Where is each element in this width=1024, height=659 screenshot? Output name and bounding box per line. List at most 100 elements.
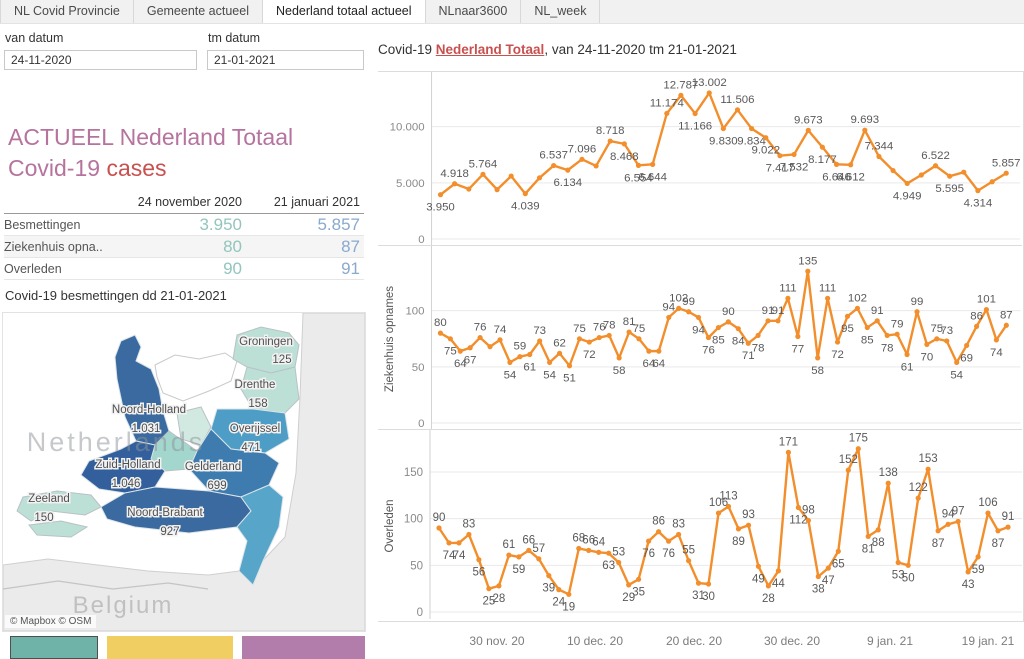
svg-text:75: 75 bbox=[930, 323, 943, 335]
legend-swatch-yellow[interactable] bbox=[107, 636, 233, 659]
svg-text:55: 55 bbox=[682, 545, 695, 557]
svg-text:61: 61 bbox=[523, 361, 536, 373]
svg-text:38: 38 bbox=[812, 584, 825, 596]
col-header-24-november: 24 november 2020 bbox=[137, 194, 242, 209]
svg-text:64: 64 bbox=[652, 358, 665, 370]
svg-text:5.857: 5.857 bbox=[992, 157, 1021, 169]
xtick-20-dec: 20 dec. 20 bbox=[665, 634, 723, 648]
svg-text:7.532: 7.532 bbox=[780, 161, 809, 173]
svg-text:100: 100 bbox=[404, 514, 423, 526]
map-label-noord-brabant: Noord-Brabant bbox=[127, 507, 203, 519]
svg-text:72: 72 bbox=[831, 349, 844, 361]
province-drenthe[interactable] bbox=[240, 366, 300, 414]
svg-text:62: 62 bbox=[553, 337, 566, 349]
map-value-zeeland: 150 bbox=[34, 512, 53, 524]
svg-text:0: 0 bbox=[418, 234, 424, 246]
svg-text:76: 76 bbox=[642, 548, 655, 560]
svg-text:4.918: 4.918 bbox=[440, 168, 469, 180]
xtick-10-dec: 10 dec. 20 bbox=[566, 634, 624, 648]
svg-text:6.644: 6.644 bbox=[638, 171, 667, 183]
svg-text:97: 97 bbox=[952, 506, 965, 518]
province-zeeland-south[interactable] bbox=[28, 520, 89, 538]
tm-datum-input[interactable] bbox=[207, 50, 364, 70]
tab-nl-covid-provincie[interactable]: NL Covid Provincie bbox=[0, 0, 134, 23]
svg-text:64: 64 bbox=[643, 358, 656, 370]
svg-text:78: 78 bbox=[603, 319, 616, 331]
svg-text:68: 68 bbox=[572, 533, 585, 545]
tab-nederland-totaal-actueel[interactable]: Nederland totaal actueel bbox=[263, 0, 426, 23]
summary-title-line1: ACTUEEL Nederland Totaal bbox=[8, 124, 294, 150]
svg-text:8.177: 8.177 bbox=[808, 154, 837, 166]
svg-text:85: 85 bbox=[861, 334, 874, 346]
svg-text:69: 69 bbox=[960, 352, 973, 364]
province-groningen[interactable] bbox=[232, 326, 300, 374]
svg-text:99: 99 bbox=[911, 296, 924, 308]
netherlands-choropleth-map[interactable]: Netherlands Belgium Groningen 125 Drenth… bbox=[3, 313, 365, 631]
legend-swatch-teal[interactable] bbox=[10, 636, 98, 659]
table-row-overleden[interactable]: Overleden 90 91 bbox=[4, 258, 364, 280]
province-zeeland[interactable] bbox=[16, 490, 102, 522]
province-noord-holland[interactable] bbox=[114, 334, 170, 446]
svg-text:79: 79 bbox=[891, 318, 904, 330]
table-row-besmettingen[interactable]: Besmettingen 3.950 5.857 bbox=[4, 214, 364, 236]
svg-text:12.787: 12.787 bbox=[663, 79, 698, 91]
svg-text:10.000: 10.000 bbox=[390, 122, 425, 134]
svg-text:28: 28 bbox=[762, 593, 775, 605]
svg-text:75: 75 bbox=[444, 346, 457, 358]
tab-nlnaar3600[interactable]: NLnaar3600 bbox=[426, 0, 522, 23]
chart-title-link[interactable]: Nederland Totaal bbox=[435, 42, 545, 57]
map-attribution[interactable]: © Mapbox © OSM bbox=[5, 615, 97, 628]
svg-text:63: 63 bbox=[602, 560, 615, 572]
table-row-ziekenhuis[interactable]: Ziekenhuis opna.. 80 87 bbox=[4, 236, 364, 258]
svg-text:94: 94 bbox=[692, 324, 705, 336]
province-gelderland[interactable] bbox=[188, 428, 280, 498]
svg-text:73: 73 bbox=[533, 325, 546, 337]
svg-text:11.506: 11.506 bbox=[720, 94, 754, 106]
province-friesland[interactable] bbox=[154, 352, 238, 402]
svg-text:9.830: 9.830 bbox=[709, 135, 738, 147]
svg-text:44: 44 bbox=[772, 578, 785, 590]
svg-text:4.314: 4.314 bbox=[964, 198, 993, 210]
legend-swatch-purple[interactable] bbox=[242, 636, 365, 659]
tab-gemeente-actueel[interactable]: Gemeente actueel bbox=[134, 0, 263, 23]
svg-text:87: 87 bbox=[992, 538, 1005, 550]
svg-text:9.834: 9.834 bbox=[737, 135, 766, 147]
svg-text:51: 51 bbox=[563, 373, 576, 385]
tab-bar-filler bbox=[600, 0, 1024, 23]
svg-text:53: 53 bbox=[892, 570, 905, 582]
overleden-line-chart[interactable]: 0501001509074748356252861596657392419686… bbox=[378, 430, 1022, 619]
svg-text:53: 53 bbox=[612, 547, 625, 559]
svg-text:99: 99 bbox=[682, 296, 695, 308]
svg-text:100: 100 bbox=[405, 306, 424, 318]
map-label-zeeland: Zeeland bbox=[28, 493, 70, 505]
svg-text:83: 83 bbox=[463, 519, 476, 531]
svg-text:65: 65 bbox=[832, 558, 845, 570]
tab-nl-week[interactable]: NL_week bbox=[521, 0, 601, 23]
svg-text:138: 138 bbox=[879, 467, 898, 479]
svg-text:43: 43 bbox=[962, 579, 975, 591]
svg-text:76: 76 bbox=[593, 322, 606, 334]
svg-text:39: 39 bbox=[542, 583, 555, 595]
van-datum-input[interactable] bbox=[4, 50, 197, 70]
svg-text:91: 91 bbox=[1002, 511, 1015, 523]
summary-table: 24 november 2020 21 januari 2021 Besmett… bbox=[4, 190, 364, 280]
province-limburg[interactable] bbox=[236, 484, 284, 586]
svg-text:101: 101 bbox=[977, 294, 996, 306]
svg-text:67: 67 bbox=[464, 355, 477, 367]
neighbour-landmass bbox=[3, 313, 365, 631]
svg-text:4.039: 4.039 bbox=[511, 201, 540, 213]
tab-bar: NL Covid Provincie Gemeente actueel Nede… bbox=[0, 0, 1024, 24]
svg-text:59: 59 bbox=[513, 564, 526, 576]
svg-text:83: 83 bbox=[672, 519, 685, 531]
map-value-drenthe: 158 bbox=[248, 398, 267, 410]
van-datum-label: van datum bbox=[5, 31, 64, 45]
svg-text:91: 91 bbox=[871, 305, 884, 317]
svg-text:76: 76 bbox=[474, 322, 487, 334]
province-zuid-holland[interactable] bbox=[80, 440, 166, 494]
svg-text:106: 106 bbox=[709, 497, 728, 509]
svg-text:86: 86 bbox=[970, 310, 983, 322]
svg-text:87: 87 bbox=[932, 538, 945, 550]
svg-text:3.950: 3.950 bbox=[426, 202, 455, 214]
